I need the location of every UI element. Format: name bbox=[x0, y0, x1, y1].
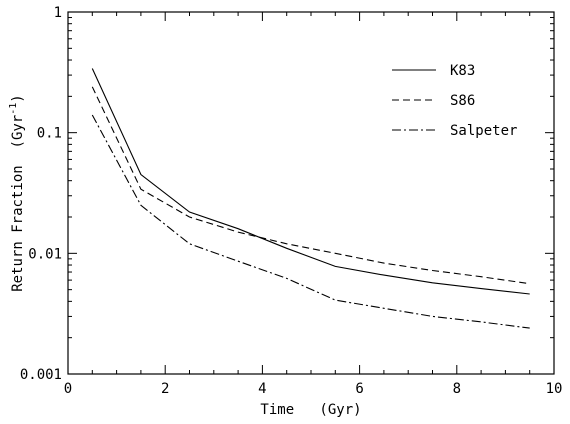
y-axis-label-main: Return Fraction (Gyr bbox=[10, 115, 26, 292]
series-line-salpeter bbox=[91, 114, 530, 329]
y-axis-label: Return Fraction (Gyr-1) bbox=[8, 94, 26, 292]
axis-ticks bbox=[67, 12, 555, 375]
legend-label-salpeter: Salpeter bbox=[450, 123, 517, 139]
y-axis-label-sup: -1 bbox=[8, 103, 19, 115]
legend-label-s86: S86 bbox=[450, 93, 475, 109]
x-tick-label: 4 bbox=[258, 381, 266, 397]
y-axis-label-close: ) bbox=[10, 94, 26, 102]
series-lines bbox=[91, 68, 530, 329]
y-tick-label: 1 bbox=[54, 5, 62, 21]
y-tick-label: 0.1 bbox=[37, 126, 62, 142]
plot-frame bbox=[67, 11, 555, 375]
x-axis-label: Time (Gyr) bbox=[260, 402, 361, 418]
legend: K83 S86 Salpeter bbox=[392, 63, 517, 139]
series-line-k83 bbox=[91, 68, 530, 295]
x-tick-label: 8 bbox=[453, 381, 461, 397]
x-tick-label: 2 bbox=[161, 381, 169, 397]
y-tick-label: 0.01 bbox=[28, 246, 62, 262]
axis-tick-labels: 0 2 4 6 8 10 0.001 0.01 0.1 1 bbox=[20, 5, 563, 397]
x-tick-label: 0 bbox=[64, 381, 72, 397]
x-tick-label: 10 bbox=[546, 381, 563, 397]
y-tick-label: 0.001 bbox=[20, 367, 62, 383]
series-line-s86 bbox=[91, 86, 530, 285]
legend-label-k83: K83 bbox=[450, 63, 475, 79]
x-tick-label: 6 bbox=[355, 381, 363, 397]
